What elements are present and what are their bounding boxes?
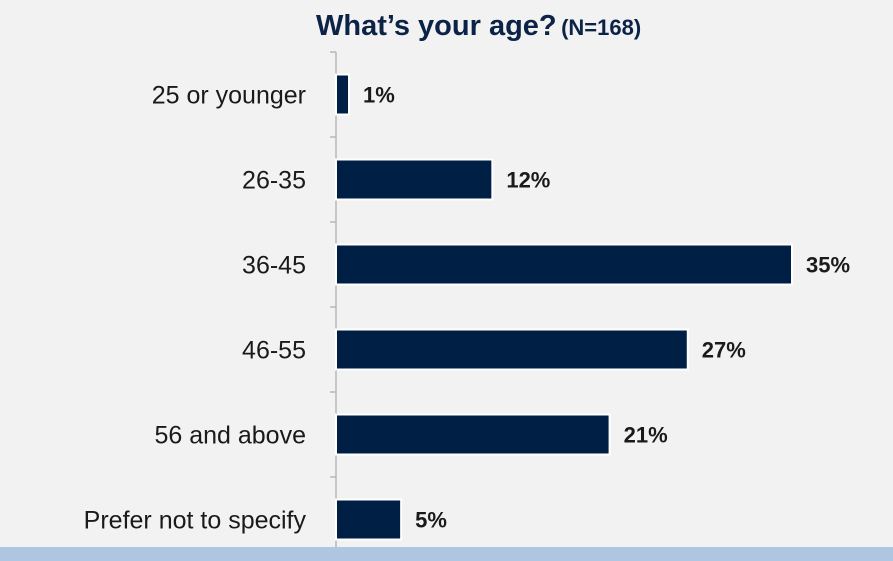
bottom-band	[0, 547, 893, 561]
category-label: Prefer not to specify	[84, 507, 307, 535]
chart-title-main: What’s your age?	[316, 10, 557, 42]
bar	[335, 328, 689, 371]
chart-subtitle: (N=168)	[561, 15, 642, 40]
category-label: 26-35	[242, 167, 306, 195]
category-label: 56 and above	[154, 422, 306, 450]
bar	[335, 498, 403, 541]
value-label: 5%	[415, 508, 447, 533]
value-label: 27%	[702, 338, 746, 363]
value-label: 1%	[363, 83, 395, 108]
value-label: 21%	[624, 423, 668, 448]
chart-title: What’s your age? (N=168)	[316, 6, 641, 51]
bar	[335, 243, 793, 286]
bar	[335, 413, 611, 456]
category-label: 25 or younger	[152, 82, 306, 110]
value-label: 35%	[806, 253, 850, 278]
value-label: 12%	[506, 168, 550, 193]
category-label: 36-45	[242, 252, 306, 280]
bar	[335, 73, 351, 116]
category-label: 46-55	[242, 337, 306, 365]
bar	[335, 158, 494, 201]
